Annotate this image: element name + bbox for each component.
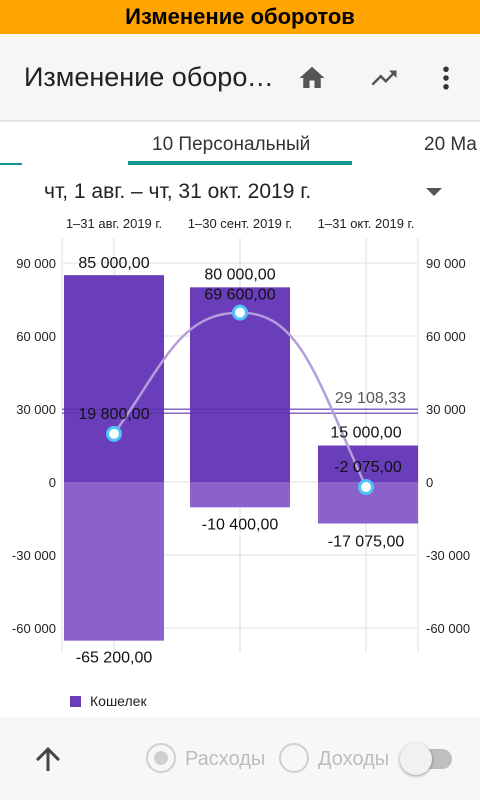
tab-second[interactable]: 20 Ma bbox=[424, 134, 477, 155]
y-tick-label-left: -30 000 bbox=[12, 548, 56, 563]
chart-svg: 1–31 авг. 2019 г. 1–30 сент. 2019 г. 1–31 … bbox=[12, 216, 470, 709]
income-label[interactable]: Доходы bbox=[318, 748, 390, 770]
turnover-chart: 1–31 авг. 2019 г. 1–30 сент. 2019 г. 1–31 … bbox=[0, 212, 480, 717]
bar-expense bbox=[64, 482, 164, 641]
data-label-income: 15 000,00 bbox=[330, 425, 401, 442]
y-tick-label-left: 0 bbox=[49, 475, 56, 490]
data-label-expense: -65 200,00 bbox=[76, 650, 153, 667]
toggle-switch-thumb[interactable] bbox=[400, 743, 432, 775]
bar-income bbox=[64, 275, 164, 482]
y-tick-label-left: 90 000 bbox=[16, 256, 56, 271]
y-tick-label-right: 0 bbox=[426, 475, 433, 490]
income-radio[interactable] bbox=[279, 743, 309, 773]
bar-income bbox=[318, 445, 418, 482]
balance-point bbox=[232, 304, 248, 321]
legend-swatch bbox=[70, 696, 81, 707]
data-label-balance: 69 600,00 bbox=[204, 287, 275, 304]
data-label-income: 80 000,00 bbox=[204, 266, 275, 283]
tab-indicator-partial bbox=[0, 163, 22, 165]
expense-radio[interactable] bbox=[146, 743, 176, 773]
data-label-balance: 19 800,00 bbox=[78, 406, 149, 423]
average-label: 29 108,33 bbox=[335, 390, 406, 407]
tab-indicator bbox=[128, 161, 352, 165]
data-label-expense: -10 400,00 bbox=[202, 516, 279, 533]
banner-title: Изменение оборотов bbox=[125, 4, 355, 29]
y-tick-label-right: -30 000 bbox=[426, 548, 470, 563]
y-tick-label-right: -60 000 bbox=[426, 621, 470, 636]
bottom-bar: Расходы Доходы bbox=[0, 717, 480, 800]
y-tick-label-right: 30 000 bbox=[426, 402, 466, 417]
account-tabs: 10 Персональный 20 Ma bbox=[0, 122, 480, 166]
y-tick-label-left: 30 000 bbox=[16, 402, 56, 417]
y-tick-label-left: -60 000 bbox=[12, 621, 56, 636]
legend-label: Кошелек bbox=[90, 693, 147, 709]
expense-radio-dot bbox=[154, 751, 168, 765]
app-bar: Изменение оборотов bbox=[0, 34, 480, 120]
y-tick-label-left: 60 000 bbox=[16, 329, 56, 344]
bar-expense bbox=[190, 482, 290, 508]
more-vert-icon[interactable] bbox=[428, 60, 464, 96]
category-label: 1–31 окт. 2019 г. bbox=[318, 216, 415, 231]
trending-up-icon[interactable] bbox=[366, 60, 402, 96]
page-title: Изменение оборотов bbox=[24, 62, 274, 92]
date-range-label: чт, 1 авг. – чт, 31 окт. 2019 г. bbox=[44, 180, 312, 203]
title-banner: Изменение оборотов bbox=[0, 0, 480, 34]
y-tick-label-right: 60 000 bbox=[426, 329, 466, 344]
data-label-income: 85 000,00 bbox=[78, 255, 149, 272]
category-label: 1–31 авг. 2019 г. bbox=[66, 216, 162, 231]
home-icon[interactable] bbox=[294, 60, 330, 96]
category-label: 1–30 сент. 2019 г. bbox=[188, 216, 292, 231]
balance-point bbox=[358, 479, 374, 496]
data-label-balance: -2 075,00 bbox=[334, 459, 402, 476]
balance-point bbox=[106, 425, 122, 442]
expense-label[interactable]: Расходы bbox=[185, 748, 266, 770]
data-label-expense: -17 075,00 bbox=[328, 534, 405, 551]
date-range-selector[interactable]: чт, 1 авг. – чт, 31 окт. 2019 г. bbox=[0, 168, 480, 214]
dropdown-arrow-icon[interactable] bbox=[426, 188, 442, 196]
arrow-up-icon[interactable] bbox=[30, 741, 66, 777]
y-tick-label-right: 90 000 bbox=[426, 256, 466, 271]
tab-personal[interactable]: 10 Персональный bbox=[152, 134, 311, 155]
